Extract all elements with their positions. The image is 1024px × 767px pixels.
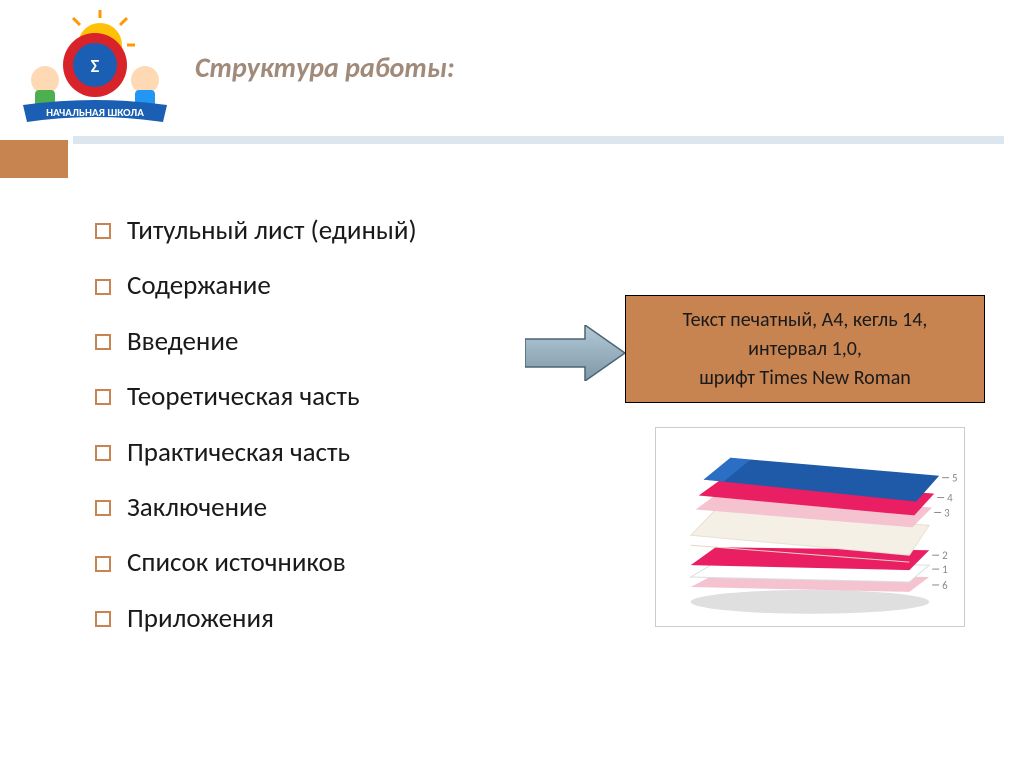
svg-text:4: 4 [947, 492, 953, 505]
logo-banner-text: НАЧАЛЬНАЯ ШКОЛА [46, 106, 144, 119]
arrow-icon [525, 325, 625, 381]
svg-text:3: 3 [944, 506, 950, 519]
school-logo: Σ НАЧАЛЬНАЯ ШКОЛА [15, 10, 175, 130]
svg-text:1: 1 [942, 563, 948, 576]
callout-line: шрифт Times New Roman [699, 366, 911, 390]
list-item: Титульный лист (единый) [95, 215, 984, 247]
svg-text:2: 2 [942, 549, 948, 562]
svg-text:5: 5 [952, 472, 958, 485]
paper-stack-image: 5 4 3 2 1 6 [655, 427, 965, 627]
header-divider [73, 136, 1004, 144]
callout-line: интервал 1,0, [748, 337, 862, 361]
accent-bar [0, 140, 68, 178]
slide-title: Структура работы: [195, 50, 455, 85]
callout-line: Текст печатный, А4, кегль 14, [683, 308, 928, 332]
svg-text:6: 6 [942, 579, 948, 592]
svg-text:Σ: Σ [91, 55, 100, 77]
format-callout: Текст печатный, А4, кегль 14, интервал 1… [625, 295, 985, 403]
